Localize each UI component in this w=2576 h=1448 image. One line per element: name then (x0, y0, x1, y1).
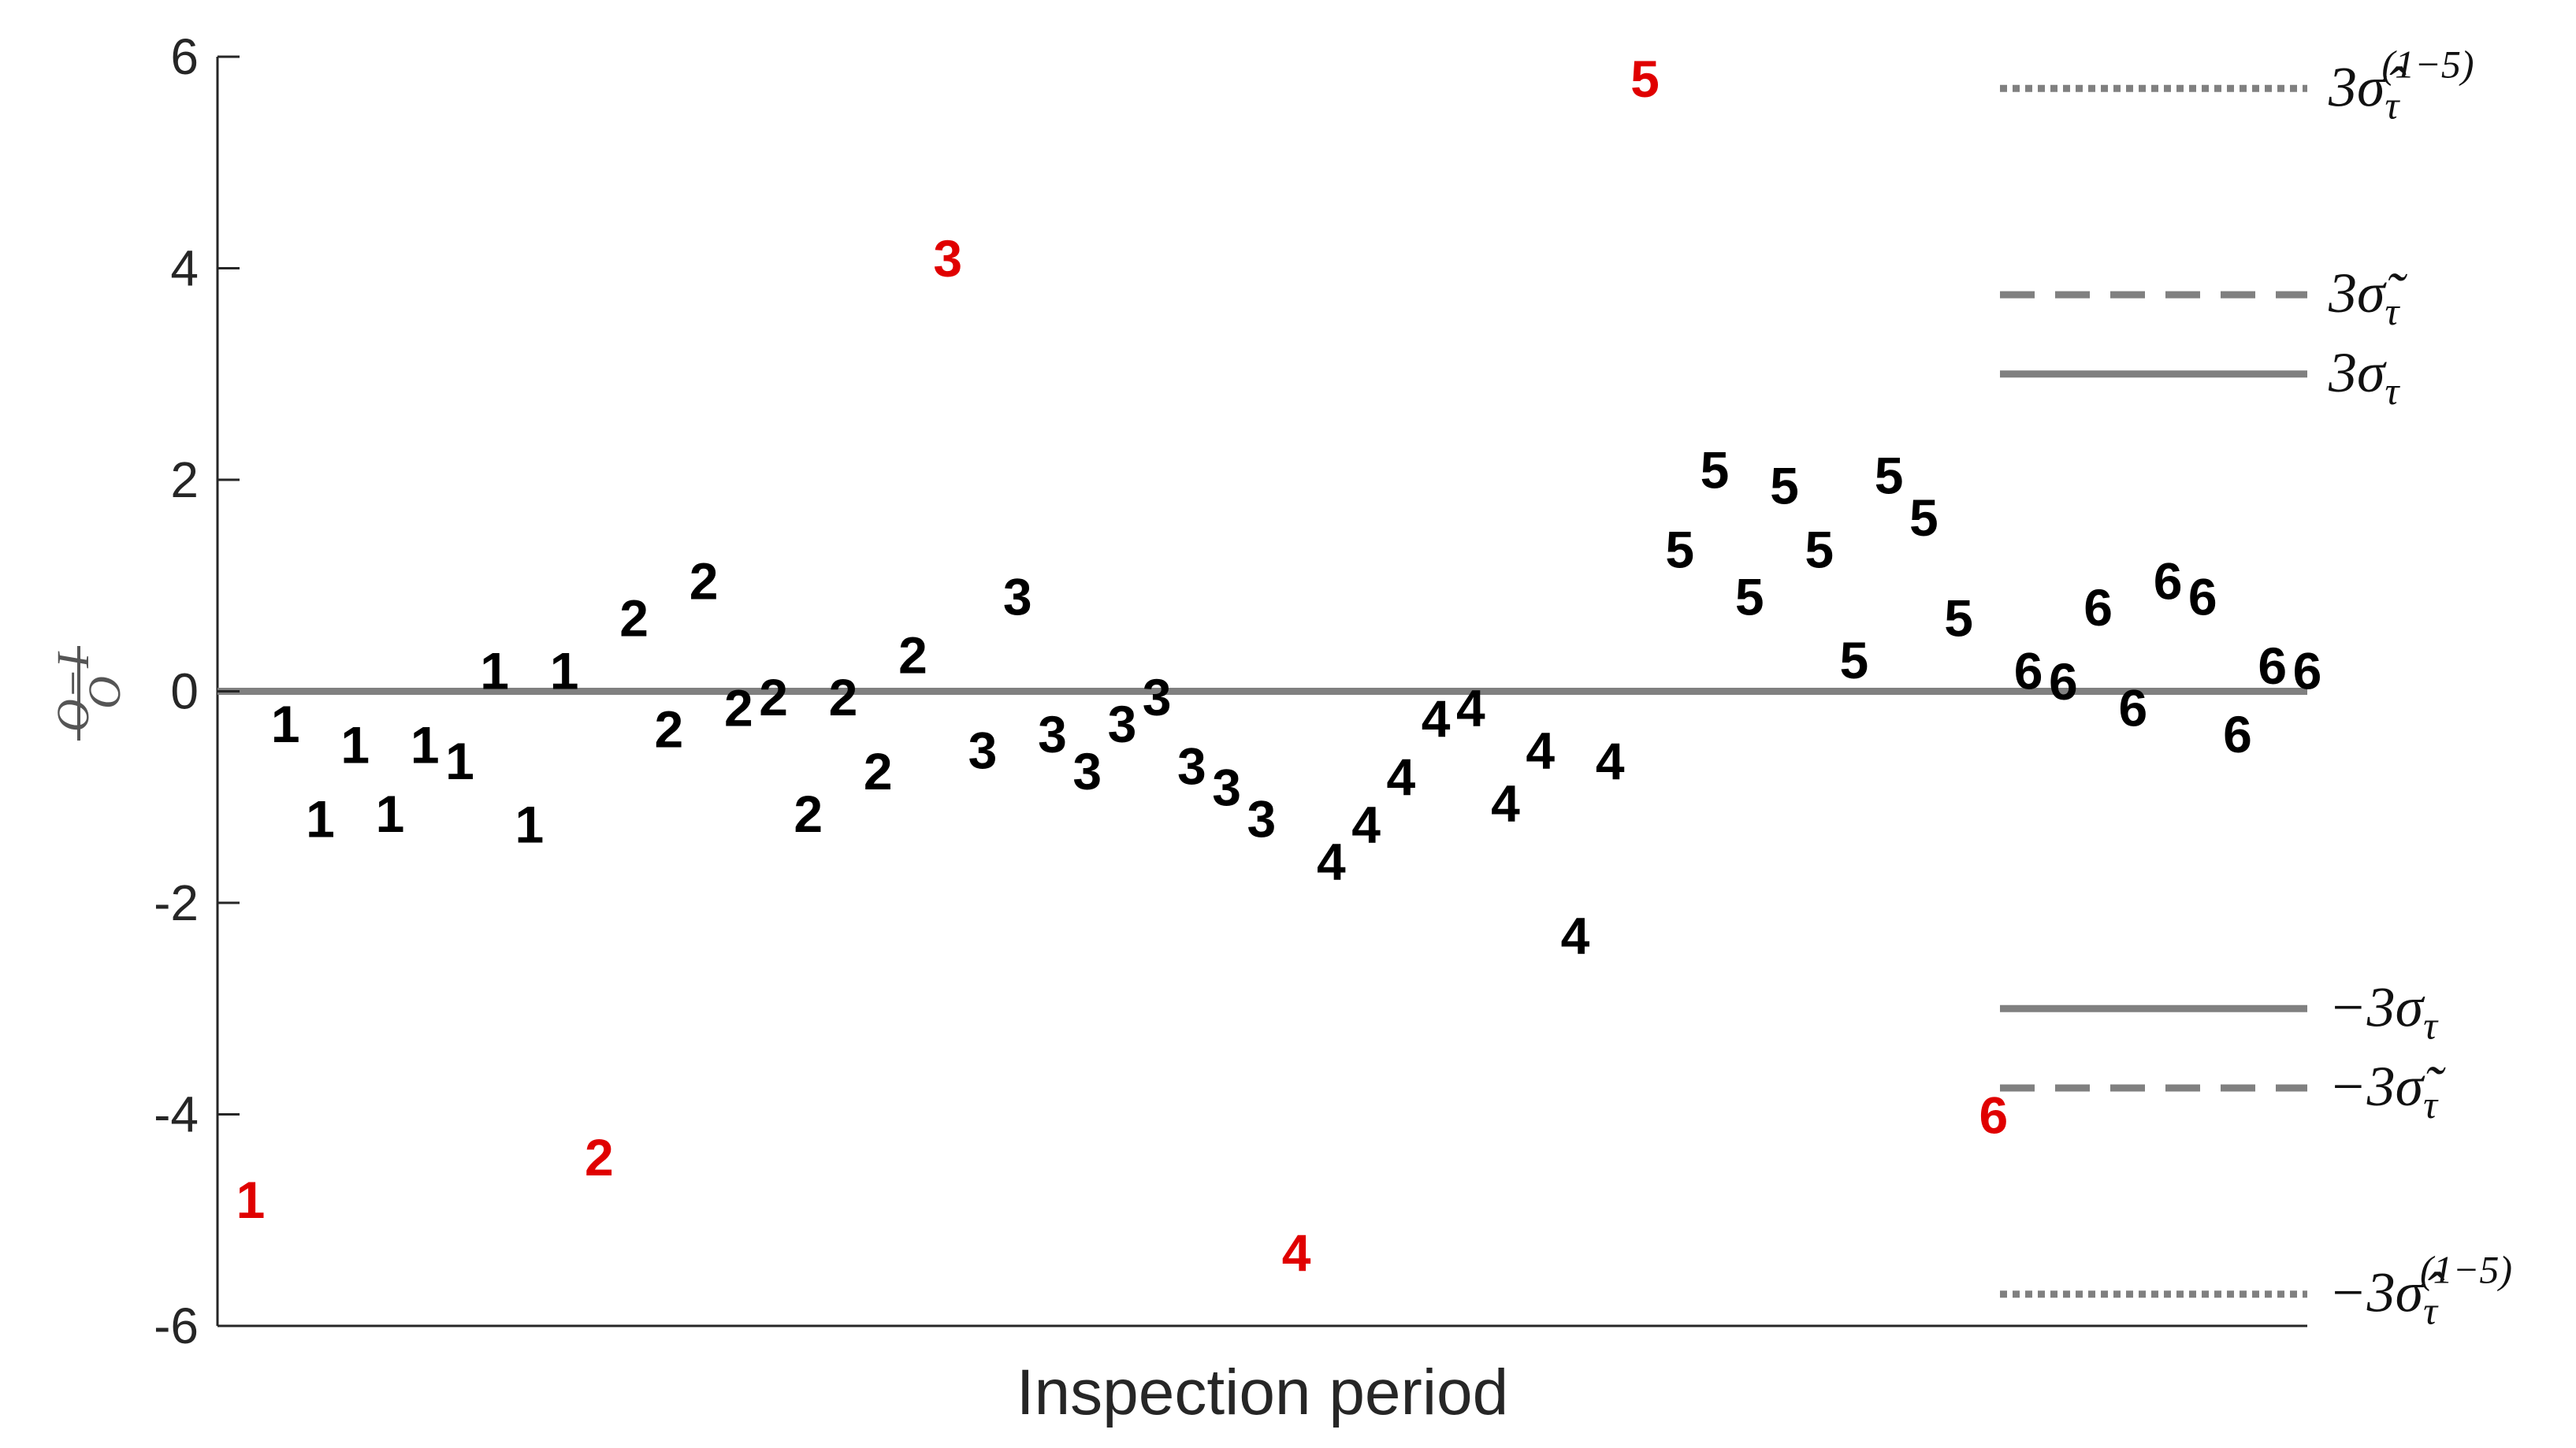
y-tick-label: -6 (154, 1298, 199, 1354)
outlier-point: 1 (236, 1171, 266, 1229)
data-point: 1 (550, 642, 579, 700)
data-point: 5 (1770, 457, 1799, 515)
reference-line-label: −3σ̂τ(1−5) (2329, 1248, 2512, 1333)
reference-line-label: 3σ̃τ (2328, 262, 2408, 333)
y-ticks: 6 4 2 0 -2 -4 -6 (154, 28, 240, 1354)
y-tick-label: 2 (170, 451, 199, 508)
y-tick-label: -4 (154, 1086, 199, 1143)
y-axis-label-numerator: O−I (47, 651, 99, 732)
data-point: 3 (1212, 758, 1241, 816)
reference-line-label: −3σ̃τ (2329, 1055, 2446, 1127)
data-point: 5 (1909, 488, 1939, 547)
outlier-point: 4 (1282, 1223, 1311, 1282)
data-point: 4 (1491, 774, 1520, 832)
outlier-point: 5 (1630, 50, 1660, 108)
data-point: 1 (445, 732, 474, 790)
data-point: 3 (1108, 695, 1137, 753)
data-point: 4 (1596, 732, 1625, 790)
data-point: 3 (1247, 790, 1277, 848)
data-point: 5 (1665, 520, 1694, 578)
y-axis-label: O−I O (47, 646, 130, 741)
data-point: 4 (1317, 832, 1346, 890)
y-axis-label-denominator: O (79, 676, 130, 709)
data-point: 2 (829, 668, 858, 726)
data-point: 4 (1526, 721, 1555, 779)
data-point: 5 (1875, 446, 1904, 504)
data-point: 6 (2014, 642, 2043, 700)
data-point: 4 (1561, 906, 1590, 964)
data-point: 1 (480, 642, 509, 700)
reference-line-label: 3στ (2328, 341, 2401, 413)
x-axis-label: Inspection period (1017, 1357, 1509, 1428)
outlier-point: 6 (1979, 1086, 2009, 1145)
data-point: 1 (340, 716, 370, 774)
data-point: 5 (1735, 568, 1764, 626)
data-point: 3 (1038, 705, 1067, 763)
data-point: 1 (271, 695, 300, 753)
data-point: 4 (1386, 748, 1415, 806)
data-point: 6 (2118, 679, 2147, 737)
data-point: 6 (2223, 705, 2252, 763)
data-point: 4 (1351, 795, 1381, 853)
data-point: 2 (759, 668, 788, 726)
data-point: 5 (1944, 589, 1973, 648)
data-point: 1 (376, 785, 405, 843)
outlier-point: 3 (933, 229, 962, 288)
data-point: 6 (2049, 652, 2078, 711)
outlier-point: 2 (585, 1128, 614, 1186)
y-tick-label: 0 (170, 663, 199, 720)
data-point: 3 (1177, 737, 1206, 795)
data-point: 6 (2293, 642, 2322, 700)
data-point: 6 (2188, 568, 2217, 626)
data-point: 4 (1456, 679, 1485, 737)
data-point: 2 (864, 742, 893, 800)
data-point: 2 (690, 552, 719, 611)
y-tick-label: 6 (170, 28, 199, 85)
y-tick-label: 4 (170, 240, 199, 297)
data-point: 5 (1840, 631, 1869, 689)
data-point: 2 (794, 785, 823, 843)
data-point: 5 (1701, 441, 1730, 499)
data-point: 3 (1072, 742, 1102, 800)
data-point: 4 (1422, 689, 1451, 748)
data-point: 5 (1805, 520, 1834, 578)
data-point: 2 (724, 679, 753, 737)
data-point: 3 (1003, 568, 1032, 626)
data-point: 6 (2083, 578, 2113, 637)
data-point: 6 (2154, 552, 2183, 611)
data-point: 1 (515, 795, 545, 853)
data-point: 2 (654, 700, 683, 758)
reference-line-label: 3σ̂τ(1−5) (2328, 42, 2474, 127)
data-point: 2 (619, 589, 649, 648)
data-point: 1 (306, 790, 335, 848)
data-point: 6 (2258, 637, 2287, 695)
data-point: 1 (411, 716, 440, 774)
data-point: 2 (898, 626, 927, 685)
reference-line-label: −3στ (2329, 975, 2439, 1047)
y-tick-label: -2 (154, 874, 199, 931)
data-point: 3 (968, 721, 998, 779)
data-point: 3 (1143, 668, 1172, 726)
